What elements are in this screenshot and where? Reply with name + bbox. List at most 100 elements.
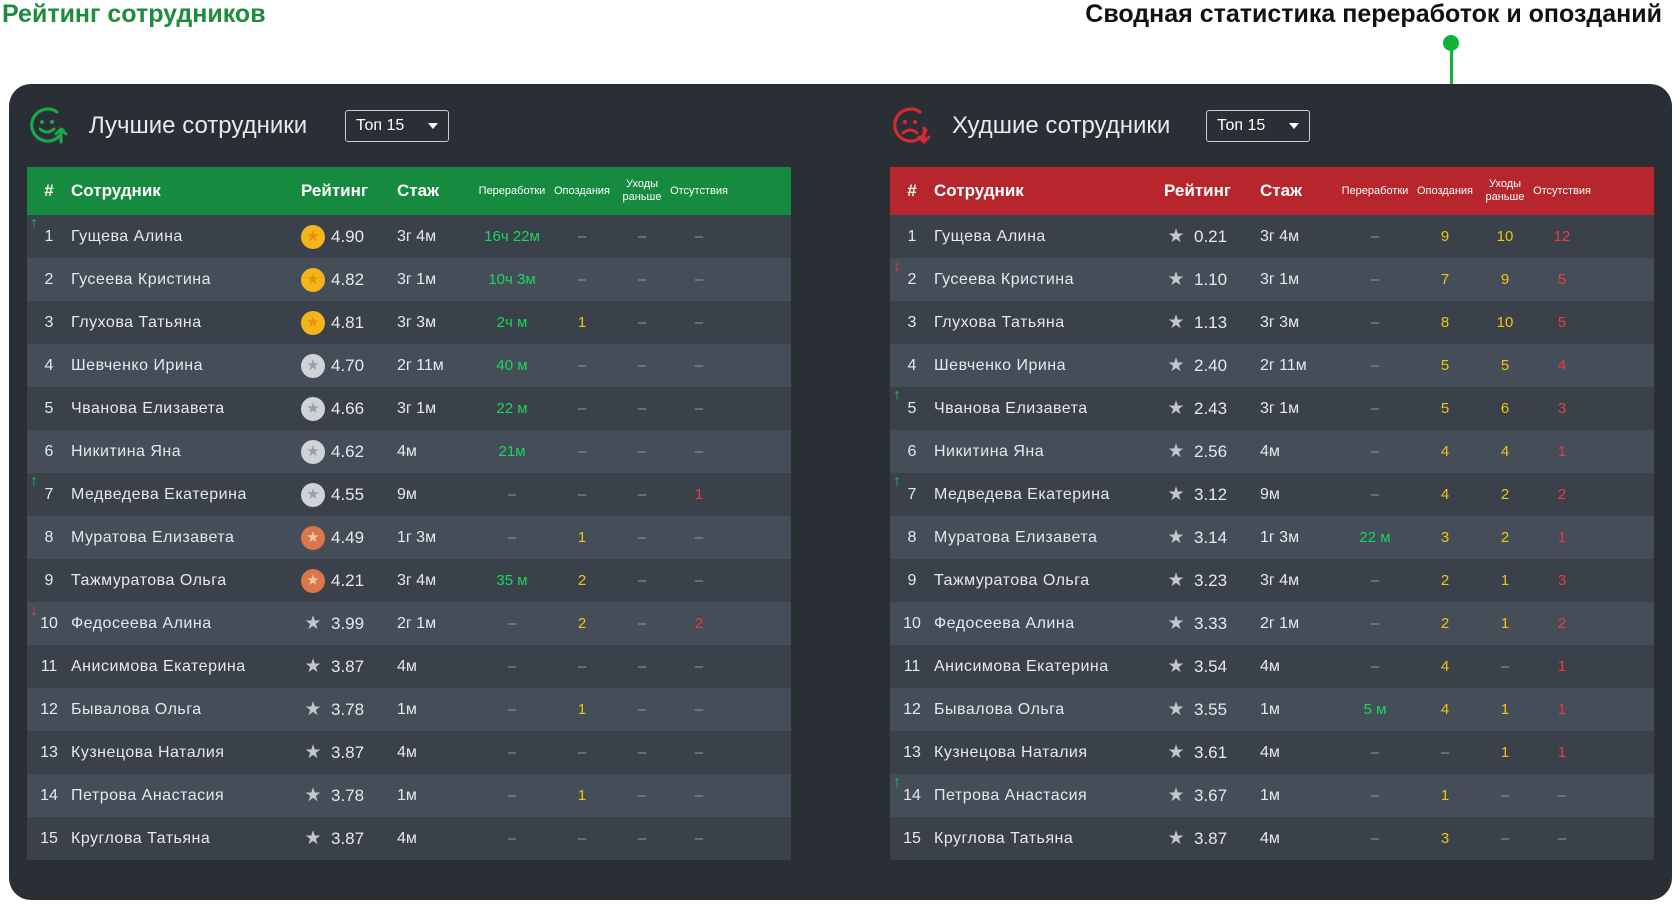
early-leave-value: –: [637, 529, 647, 546]
rating-value: 3.87: [331, 656, 365, 676]
table-row[interactable]: ↓ 2 Гусеева Кристина ★ 1.10 3г 1м –7 9 5: [890, 258, 1654, 301]
late-value: 9: [1440, 228, 1450, 245]
tenure: 3г 4м: [397, 227, 437, 245]
absence-value: –: [694, 400, 704, 417]
rating: ★ 3.78: [301, 784, 364, 807]
row-num-cell: 14: [27, 774, 71, 817]
table-row[interactable]: ↑ 1 Гущева Алина ★ 4.90 3г 4м 16ч 22м – – –: [27, 215, 791, 258]
table-row[interactable]: 9 Тажмуратова Ольга ★ 3.23 3г 4м – 2 1 3: [890, 559, 1654, 602]
worst-top-select-value: Топ 15: [1217, 117, 1266, 134]
table-row[interactable]: ↑ 7 Медведева Екатерина ★ 3.12 9м –4 2 2: [890, 473, 1654, 516]
row-spacer: [731, 774, 791, 817]
table-row[interactable]: ↓ 10 Федосеева Алина ★ 3.99 2г 1м –2–2: [27, 602, 791, 645]
row-num: 1: [44, 227, 54, 245]
col-rating: Рейтинг: [1164, 181, 1231, 200]
row-num: 15: [903, 829, 921, 847]
table-row[interactable]: 3 Глухова Татьяна ★ 1.13 3г 3м – 8 10 5: [890, 301, 1654, 344]
late-value: –: [577, 357, 587, 374]
absence-value: 12: [1553, 228, 1571, 245]
table-row[interactable]: 15 Круглова Татьяна ★ 3.87 4м – – – –: [27, 817, 791, 860]
star-icon: ★: [304, 699, 322, 720]
early-leave-value: –: [637, 830, 647, 847]
early-leave-value: –: [637, 443, 647, 460]
table-row[interactable]: 11 Анисимова Екатерина ★ 3.54 4м – 4 – 1: [890, 645, 1654, 688]
late-value: 2: [577, 615, 587, 632]
absence-value: –: [694, 271, 704, 288]
employee-name: Тажмуратова Ольга: [934, 571, 1090, 589]
bronze-medal-star-icon: ★: [301, 568, 325, 593]
table-row[interactable]: 6 Никитина Яна ★ 4.62 4м 21м – – –: [27, 430, 791, 473]
star-icon: ★: [1167, 226, 1185, 247]
table-row[interactable]: ↑ 7 Медведева Екатерина ★ 4.55 9м – – –1: [27, 473, 791, 516]
employee-name: Муратова Елизавета: [71, 528, 235, 546]
row-spacer: [731, 559, 791, 602]
rating: ★ 3.12: [1164, 483, 1227, 506]
rating-cell: ★ 4.81: [301, 301, 397, 344]
table-row[interactable]: 8 Муратова Елизавета ★ 3.14 1г 3м 22 м 3 2 1: [890, 516, 1654, 559]
row-spacer: [1594, 774, 1654, 817]
table-row[interactable]: ↑ 14 Петрова Анастасия ★ 3.67 1м –1– –: [890, 774, 1654, 817]
rating-value: 3.12: [1194, 484, 1228, 504]
employee-name: Гущева Алина: [934, 227, 1046, 245]
absence-value: 1: [1557, 529, 1567, 546]
table-row[interactable]: 8 Муратова Елизавета ★ 4.49 1г 3м – 1 – –: [27, 516, 791, 559]
overtime-value: –: [507, 529, 517, 546]
table-row[interactable]: 5 Чванова Елизавета ★ 4.66 3г 1м 22 м – – –: [27, 387, 791, 430]
rating-value: 4.62: [331, 441, 365, 461]
best-top-select[interactable]: Топ 15: [345, 110, 449, 142]
tenure: 2г 11м: [1260, 356, 1307, 374]
overtime-value: –: [1370, 486, 1380, 503]
row-spacer: [731, 215, 791, 258]
table-row[interactable]: 13 Кузнецова Наталия ★ 3.61 4м – – 1 1: [890, 731, 1654, 774]
rating-cell: ★ 3.99: [301, 602, 397, 645]
row-num: 14: [903, 786, 921, 804]
row-num-cell: ↑ 1: [27, 215, 71, 258]
absence-value: 5: [1557, 314, 1567, 331]
row-num-cell: ↑ 5: [890, 387, 934, 430]
overtime-value: –: [507, 830, 517, 847]
table-row[interactable]: 1 Гущева Алина ★ 0.21 3г 4м – 9 10 12: [890, 215, 1654, 258]
row-spacer: [1594, 516, 1654, 559]
employee-name: Федосеева Алина: [71, 614, 212, 632]
table-row[interactable]: ↑ 5 Чванова Елизавета ★ 2.43 3г 1м –5 6 3: [890, 387, 1654, 430]
page-title: Рейтинг сотрудников: [2, 0, 266, 28]
col-employee: Сотрудник: [934, 181, 1024, 200]
row-num-cell: 2: [27, 258, 71, 301]
table-row[interactable]: 10 Федосеева Алина ★ 3.33 2г 1м – 2 1 2: [890, 602, 1654, 645]
table-row[interactable]: 4 Шевченко Ирина ★ 4.70 2г 11м 40 м – – –: [27, 344, 791, 387]
overtime-value: –: [507, 701, 517, 718]
row-spacer: [731, 645, 791, 688]
arrow-down-icon: ↓: [30, 602, 38, 619]
row-num-cell: 5: [27, 387, 71, 430]
absence-value: –: [694, 314, 704, 331]
annotation-label: Сводная статистика переработок и опоздан…: [1085, 0, 1662, 28]
table-row[interactable]: 3 Глухова Татьяна ★ 4.81 3г 3м 2ч м 1 – –: [27, 301, 791, 344]
absence-value: –: [694, 658, 704, 675]
row-num: 3: [907, 313, 917, 331]
row-num-cell: 13: [890, 731, 934, 774]
table-row[interactable]: 14 Петрова Анастасия ★ 3.78 1м – 1 – –: [27, 774, 791, 817]
tenure: 3г 3м: [397, 313, 437, 331]
early-leave-value: 1: [1500, 572, 1510, 589]
rating: ★ 4.81: [301, 310, 364, 335]
overtime-value: –: [1370, 400, 1380, 417]
table-row[interactable]: 6 Никитина Яна ★ 2.56 4м – 4 4 1: [890, 430, 1654, 473]
row-num: 4: [44, 356, 54, 374]
star-icon: ★: [1167, 527, 1185, 548]
tenure: 1м: [397, 700, 417, 718]
table-row[interactable]: 2 Гусеева Кристина ★ 4.82 3г 1м 10ч 3м – – –: [27, 258, 791, 301]
table-row[interactable]: 12 Бывалова Ольга ★ 3.78 1м – 1 – –: [27, 688, 791, 731]
absence-value: –: [694, 529, 704, 546]
table-row[interactable]: 9 Тажмуратова Ольга ★ 4.21 3г 4м 35 м 2 – –: [27, 559, 791, 602]
table-row[interactable]: 13 Кузнецова Наталия ★ 3.87 4м – – – –: [27, 731, 791, 774]
worst-top-select[interactable]: Топ 15: [1206, 110, 1310, 142]
table-row[interactable]: 4 Шевченко Ирина ★ 2.40 2г 11м – 5 5 4: [890, 344, 1654, 387]
table-row[interactable]: 11 Анисимова Екатерина ★ 3.87 4м – – – –: [27, 645, 791, 688]
star-icon: ★: [304, 656, 322, 677]
table-row[interactable]: 15 Круглова Татьяна ★ 3.87 4м – 3 – –: [890, 817, 1654, 860]
row-num: 6: [44, 442, 54, 460]
table-row[interactable]: 12 Бывалова Ольга ★ 3.55 1м 5 м 4 1 1: [890, 688, 1654, 731]
row-spacer: [1594, 473, 1654, 516]
employee-name: Шевченко Ирина: [934, 356, 1067, 374]
early-leave-value: –: [637, 228, 647, 245]
